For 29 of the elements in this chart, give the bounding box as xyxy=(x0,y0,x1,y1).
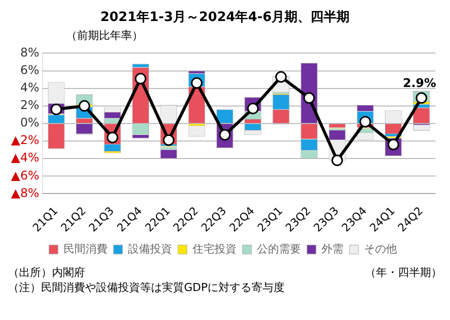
y-tick-label: ▲4% xyxy=(11,150,40,165)
legend-label: その他 xyxy=(364,242,397,256)
y-tick-label: 4% xyxy=(20,80,40,94)
y-tick-label: 0% xyxy=(20,116,40,130)
point xyxy=(78,100,90,112)
y-axis-title: （前期比年率） xyxy=(66,28,144,43)
x-axis-title: （年・四半期） xyxy=(365,265,442,280)
text: （出所）内閣府 xyxy=(8,265,85,280)
point xyxy=(360,116,372,128)
legend-label: 公的需要 xyxy=(257,242,301,256)
point xyxy=(134,72,146,84)
legend-label: 外需 xyxy=(322,242,344,256)
text: （注）民間消費や設備投資等は実質GDPに対する寄与度 xyxy=(8,280,286,295)
point xyxy=(331,154,343,166)
y-tick-label: ▲2% xyxy=(11,133,40,148)
y-tick-label: 2% xyxy=(20,98,40,112)
point xyxy=(275,71,287,83)
point xyxy=(50,104,62,116)
y-tick-label: ▲8% xyxy=(11,186,40,200)
y-tick-label: ▲6% xyxy=(11,168,40,182)
legend-label: 設備投資 xyxy=(128,242,172,256)
point xyxy=(303,92,315,104)
y-tick-label: 8% xyxy=(20,45,40,60)
legend-label: 民間消費 xyxy=(64,242,108,256)
legend-label: 住宅投資 xyxy=(192,242,236,256)
annotation: 2.9% xyxy=(402,76,436,90)
chart-title: 2021年1-3月～2024年4-6月期、四半期 xyxy=(99,9,351,26)
point xyxy=(416,92,428,104)
y-tick-label: 6% xyxy=(20,62,40,77)
